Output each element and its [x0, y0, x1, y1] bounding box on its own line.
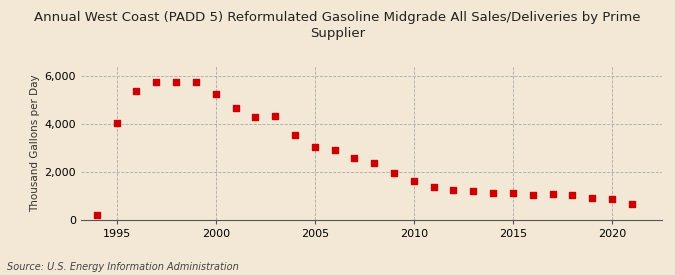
Point	[626, 202, 637, 207]
Point	[488, 190, 499, 195]
Y-axis label: Thousand Gallons per Day: Thousand Gallons per Day	[30, 74, 40, 212]
Point	[230, 106, 241, 110]
Point	[250, 115, 261, 119]
Point	[290, 133, 300, 138]
Point	[408, 178, 419, 183]
Point	[309, 145, 320, 149]
Point	[389, 171, 400, 175]
Point	[190, 80, 201, 84]
Point	[211, 92, 221, 96]
Point	[567, 192, 578, 197]
Point	[428, 185, 439, 189]
Point	[547, 192, 558, 196]
Point	[448, 188, 459, 192]
Point	[508, 191, 518, 196]
Point	[329, 148, 340, 152]
Point	[607, 197, 618, 201]
Point	[111, 121, 122, 125]
Text: Source: U.S. Energy Information Administration: Source: U.S. Energy Information Administ…	[7, 262, 238, 272]
Point	[349, 156, 360, 160]
Point	[468, 188, 479, 193]
Point	[171, 80, 182, 85]
Point	[270, 114, 281, 118]
Point	[527, 192, 538, 197]
Point	[131, 88, 142, 93]
Point	[91, 213, 102, 218]
Point	[369, 161, 379, 165]
Text: Annual West Coast (PADD 5) Reformulated Gasoline Midgrade All Sales/Deliveries b: Annual West Coast (PADD 5) Reformulated …	[34, 11, 641, 40]
Point	[151, 80, 162, 85]
Point	[587, 196, 597, 200]
